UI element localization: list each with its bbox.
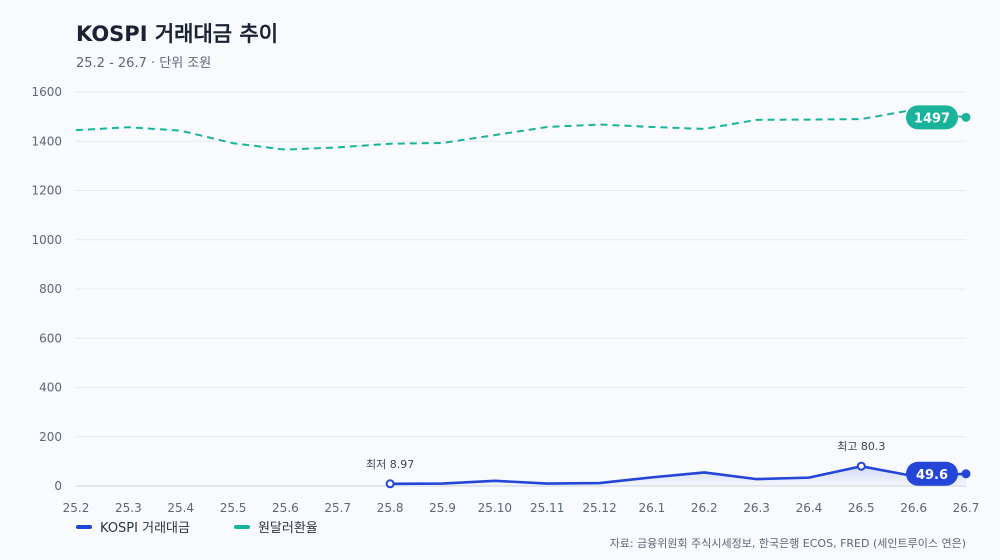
- y-tick-label: 1200: [31, 184, 62, 198]
- x-tick-label: 25.2: [63, 501, 90, 515]
- fx-end-label: 1497: [914, 111, 950, 126]
- x-tick-label: 25.12: [582, 501, 616, 515]
- x-tick-label: 26.4: [796, 501, 823, 515]
- legend-label-fx: 원달러환율: [257, 521, 318, 536]
- x-tick-label: 25.7: [324, 501, 351, 515]
- series-line-kospi: [390, 464, 967, 486]
- chart-subtitle: 25.2 - 26.7 · 단위 조원: [76, 56, 212, 71]
- legend-swatch-kospi: [76, 524, 92, 529]
- x-tick-label: 25.5: [220, 501, 247, 515]
- x-tick-label: 25.3: [115, 501, 142, 515]
- y-tick-label: 400: [39, 381, 62, 395]
- x-tick-label: 26.7: [953, 501, 980, 515]
- x-tick-label: 26.1: [639, 501, 666, 515]
- kospi-annotation-label: 최고 80.3: [837, 440, 885, 453]
- x-tick-label: 25.8: [377, 501, 404, 515]
- series-line-fx: [75, 108, 967, 151]
- legend-item-kospi[interactable]: KOSPI 거래대금: [76, 517, 190, 536]
- y-tick-label: 0: [54, 479, 62, 493]
- legend-item-fx[interactable]: 원달러환율: [233, 517, 318, 536]
- chart-title: KOSPI 거래대금 추이: [76, 22, 279, 46]
- kospi-annotation-marker: [856, 461, 866, 471]
- fx-end-pill: [906, 105, 958, 130]
- x-tick-label: 25.9: [429, 501, 456, 515]
- y-tick-label: 1000: [31, 233, 62, 247]
- kospi-end-label: 49.6: [916, 468, 948, 483]
- y-tick-label: 200: [39, 430, 62, 444]
- x-tick-label: 25.6: [272, 501, 299, 515]
- source-note: 자료: 금융위원회 주식시세정보, 한국은행 ECOS, FRED (세인트루이…: [609, 537, 966, 550]
- x-tick-label: 26.6: [900, 501, 927, 515]
- y-tick-label: 600: [39, 331, 62, 345]
- x-tick-label: 26.5: [848, 501, 875, 515]
- chart-legend: KOSPI 거래대금 원달러환율: [76, 517, 318, 536]
- y-tick-label: 1600: [31, 85, 62, 99]
- legend-swatch-fx: [233, 524, 250, 529]
- kospi-annotation-marker: [385, 479, 395, 489]
- x-tick-label: 26.3: [743, 501, 770, 515]
- x-tick-label: 26.2: [691, 501, 718, 515]
- x-tick-label: 25.11: [530, 501, 564, 515]
- legend-label-kospi: KOSPI 거래대금: [100, 521, 190, 536]
- kospi-annotation-label: 최저 8.97: [366, 458, 414, 471]
- y-tick-label: 1400: [31, 134, 62, 148]
- fx-end-dot: [961, 112, 971, 122]
- y-tick-label: 800: [39, 282, 62, 296]
- x-tick-label: 25.4: [167, 501, 194, 515]
- x-tick-label: 25.10: [478, 501, 512, 515]
- kospi-end-pill: [906, 461, 958, 486]
- kospi-end-dot: [961, 469, 971, 479]
